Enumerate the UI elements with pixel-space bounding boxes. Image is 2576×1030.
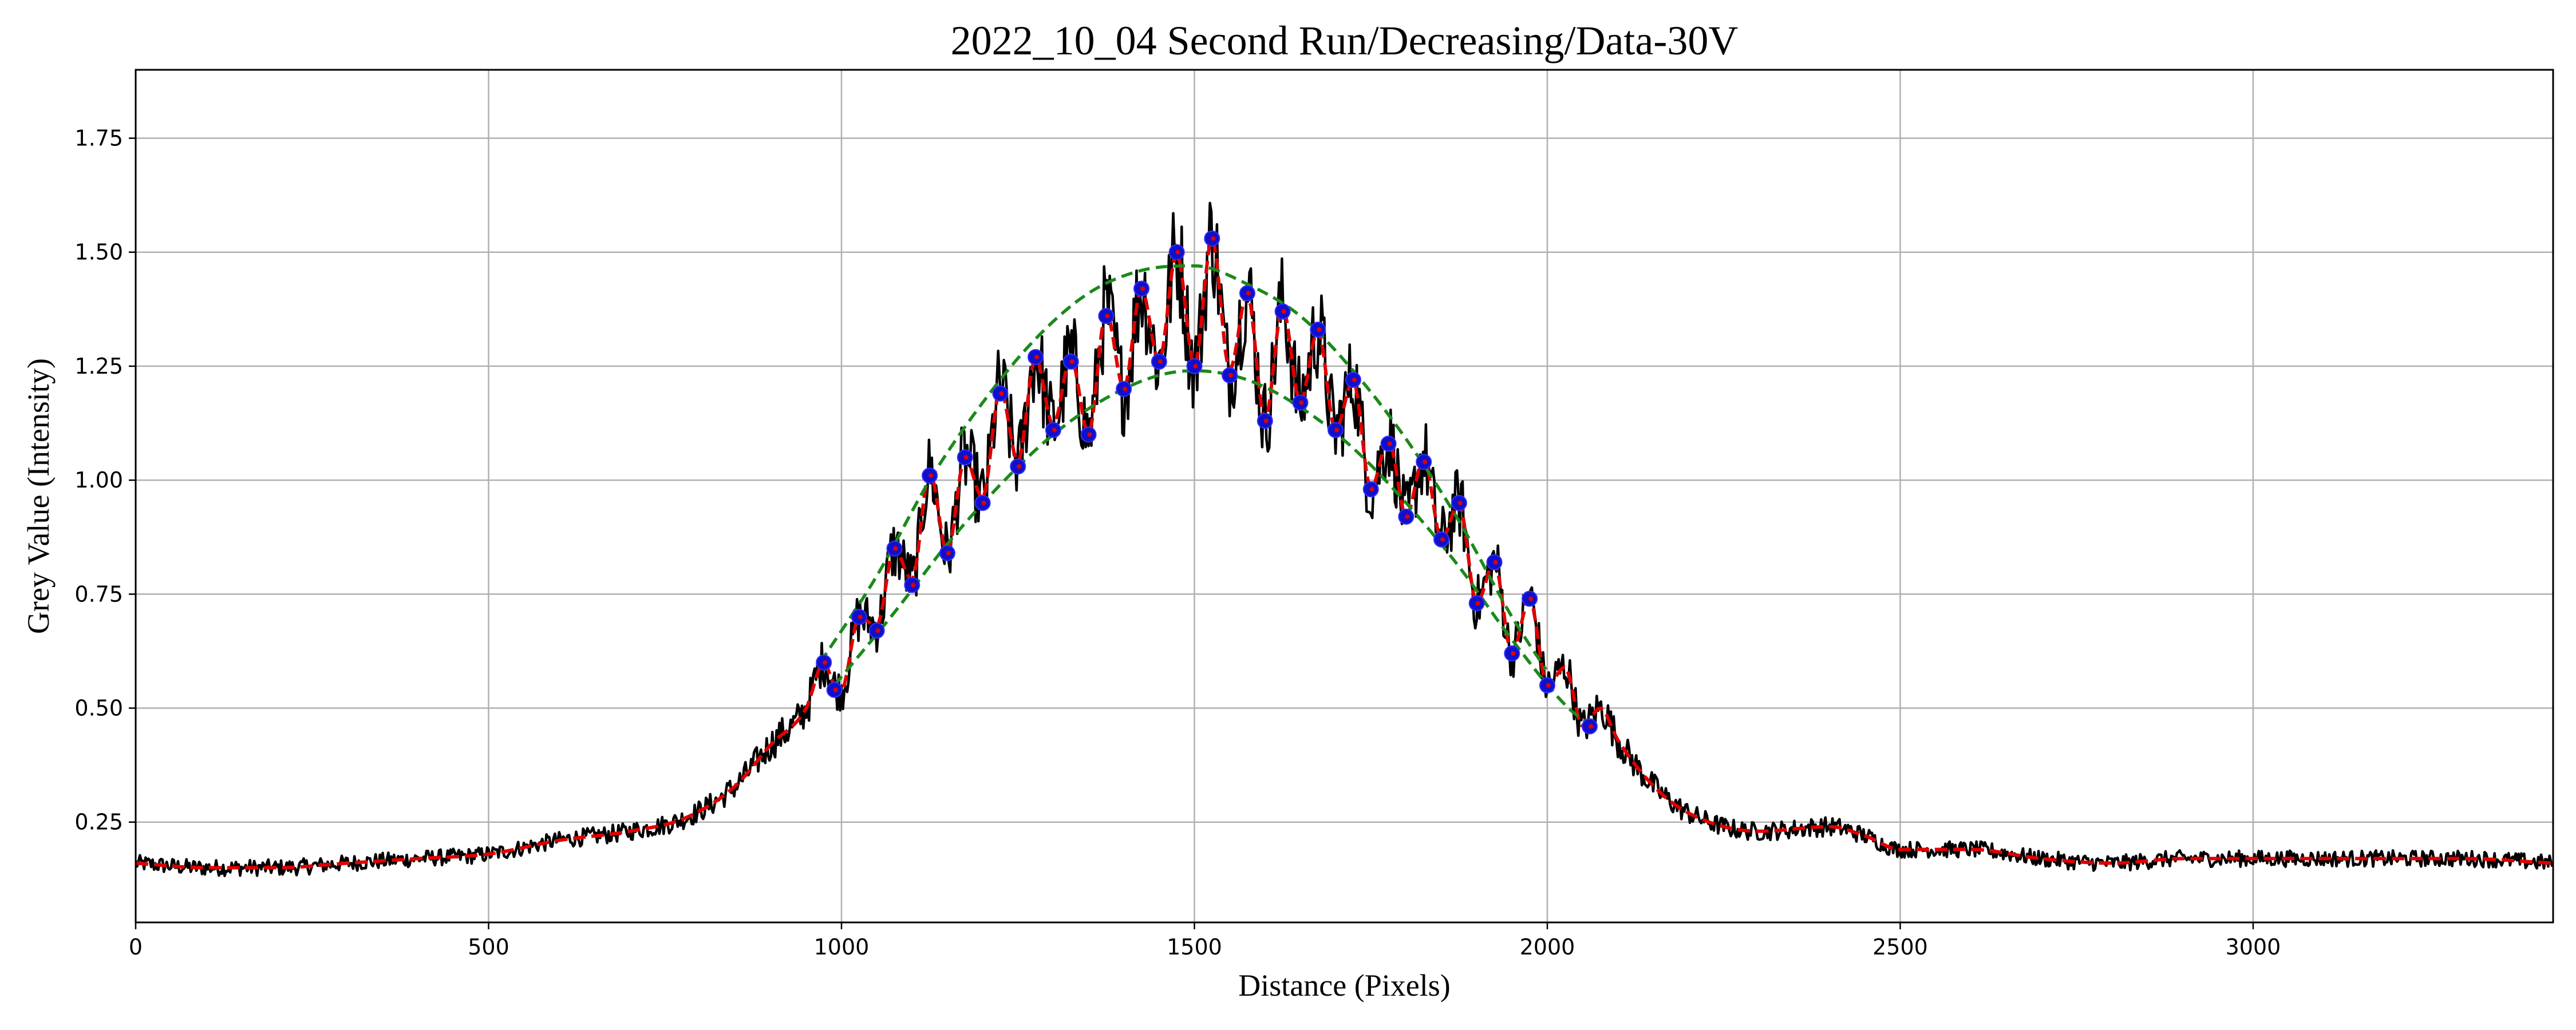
series-lower-envelope xyxy=(833,369,1592,726)
peak-marker-center xyxy=(929,473,934,478)
peak-marker-center xyxy=(1175,249,1180,255)
x-axis: 0 500 1000 1500 2000 2500 3000 xyxy=(129,922,2281,960)
peak-marker-center xyxy=(1475,601,1480,606)
peak-marker-center xyxy=(1493,560,1498,565)
peak-marker-center xyxy=(1140,286,1145,291)
peak-marker-center xyxy=(1246,291,1251,296)
peak-marker-center xyxy=(1105,314,1110,319)
peak-marker-center xyxy=(833,687,838,692)
series-raw-line xyxy=(136,201,2553,877)
series-smoothed-line xyxy=(136,234,2553,870)
y-tick-label: 1.50 xyxy=(74,240,123,265)
peak-marker-center xyxy=(1457,500,1463,505)
y-tick-label: 0.75 xyxy=(74,581,123,607)
y-tick-label: 0.50 xyxy=(74,696,123,721)
x-axis-label: Distance (Pixels) xyxy=(1238,968,1450,1003)
y-tick-label: 1.25 xyxy=(74,354,123,379)
peak-marker-center xyxy=(1546,683,1551,688)
peak-marker-center xyxy=(1211,236,1216,241)
y-tick-label: 1.75 xyxy=(74,126,123,151)
peak-marker-center xyxy=(1334,427,1340,433)
peak-marker-center xyxy=(946,550,951,556)
peak-marker-center xyxy=(1317,327,1322,332)
peak-marker-center xyxy=(1588,724,1593,729)
peak-marker-center xyxy=(1087,432,1092,437)
peak-marker-center xyxy=(1052,427,1057,433)
plot-area xyxy=(136,201,2553,877)
peak-marker-center xyxy=(1528,596,1534,601)
peak-marker-center xyxy=(1440,537,1445,542)
peak-marker-center xyxy=(1352,377,1357,382)
peak-marker-center xyxy=(1069,359,1074,364)
y-tick-label: 0.25 xyxy=(74,810,123,835)
peak-marker-center xyxy=(1405,514,1410,519)
x-tick-label: 500 xyxy=(468,934,509,960)
peak-marker-center xyxy=(1123,386,1128,391)
peak-marker-center xyxy=(1193,363,1198,369)
chart-title: 2022_10_04 Second Run/Decreasing/Data-30… xyxy=(951,18,1739,64)
y-axis: 0.25 0.50 0.75 1.00 1.25 1.50 1.75 xyxy=(74,126,136,835)
grid-lines xyxy=(135,70,2553,922)
x-tick-label: 2000 xyxy=(1520,934,1575,960)
y-axis-label: Grey Value (Intensity) xyxy=(21,358,56,634)
x-tick-label: 1000 xyxy=(814,934,870,960)
y-tick-label: 1.00 xyxy=(74,468,123,493)
peak-marker-center xyxy=(999,391,1004,396)
peak-marker-center xyxy=(981,500,986,505)
peak-marker-center xyxy=(1017,464,1022,469)
series-upper-envelope xyxy=(819,264,1547,671)
peak-marker-center xyxy=(1387,441,1392,446)
x-tick-label: 2500 xyxy=(1872,934,1928,960)
peak-marker-center xyxy=(1299,400,1304,405)
peak-marker-center xyxy=(1263,418,1269,423)
plot-frame xyxy=(135,69,2554,924)
peak-marker-center xyxy=(1228,373,1234,378)
peak-marker-center xyxy=(1034,354,1040,359)
peak-marker-center xyxy=(911,583,916,588)
peak-marker-center xyxy=(1281,309,1286,314)
x-tick-label: 0 xyxy=(129,934,143,960)
peak-marker-center xyxy=(893,546,898,551)
peak-marker-center xyxy=(1423,459,1428,465)
peak-marker-center xyxy=(1511,651,1516,656)
x-tick-label: 1500 xyxy=(1167,934,1222,960)
peak-marker-center xyxy=(875,628,880,633)
x-tick-label: 3000 xyxy=(2226,934,2281,960)
peak-marker-center xyxy=(963,455,969,460)
peak-marker-center xyxy=(1369,487,1374,492)
peak-marker-center xyxy=(858,615,863,620)
peak-marker-center xyxy=(823,660,828,665)
peak-marker-center xyxy=(1157,359,1163,364)
